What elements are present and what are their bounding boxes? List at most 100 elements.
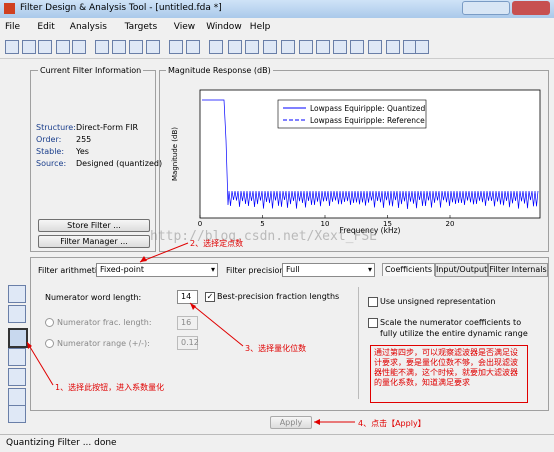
toolbar-button[interactable] bbox=[186, 40, 200, 54]
legend bbox=[277, 99, 427, 129]
minmax-buttons[interactable] bbox=[462, 1, 510, 15]
close-button[interactable] bbox=[512, 1, 550, 15]
x-tick-label: 0 bbox=[198, 220, 202, 228]
response-line bbox=[202, 99, 539, 210]
word-length-input[interactable]: 14 bbox=[177, 290, 198, 304]
toolbar-button[interactable] bbox=[95, 40, 109, 54]
sidebar-button[interactable] bbox=[8, 405, 26, 423]
toolbar-button[interactable] bbox=[5, 40, 19, 54]
toolbar-button[interactable] bbox=[316, 40, 330, 54]
toolbar-button[interactable] bbox=[245, 40, 259, 54]
sidebar-button[interactable] bbox=[8, 328, 28, 348]
toolbar-button[interactable] bbox=[333, 40, 347, 54]
field-label: Stable: bbox=[36, 147, 65, 156]
label: Use unsigned representation bbox=[380, 297, 496, 306]
tab[interactable]: Coefficients bbox=[382, 263, 435, 276]
tab[interactable]: Filter Internals bbox=[488, 263, 548, 277]
label: Numerator word length: bbox=[45, 293, 142, 302]
label: Numerator range (+/-): bbox=[57, 339, 150, 348]
menu-item[interactable]: Targets bbox=[124, 22, 158, 32]
toolbar-button[interactable] bbox=[169, 40, 183, 54]
menu-item[interactable]: File bbox=[5, 22, 21, 32]
toolbar-button[interactable] bbox=[72, 40, 86, 54]
toolbar-button[interactable] bbox=[38, 40, 52, 54]
magnitude-panel bbox=[159, 70, 549, 252]
toolbar-button[interactable] bbox=[112, 40, 126, 54]
sidebar-button[interactable] bbox=[8, 305, 26, 323]
plot: Magnitude (dB) Frequency (kHz) Lowpass E… bbox=[171, 89, 541, 235]
quantization-panel bbox=[30, 257, 549, 411]
status-text: Quantizing Filter ... done bbox=[6, 438, 117, 448]
label: Best-precision fraction lengths bbox=[217, 292, 340, 301]
annotation: 4、点击【Apply】 bbox=[358, 419, 426, 428]
panel-title: Current Filter Information bbox=[38, 66, 144, 75]
precision-dropdown[interactable]: Full ▾ bbox=[282, 263, 375, 277]
store-filter-button[interactable]: Store Filter ... bbox=[38, 219, 150, 232]
divider bbox=[358, 287, 359, 399]
sidebar-button[interactable] bbox=[8, 348, 26, 366]
menu-bar: File Edit Analysis Targets View Window Help bbox=[0, 19, 554, 35]
toolbar-button[interactable] bbox=[129, 40, 143, 54]
x-tick-label: 10 bbox=[321, 220, 330, 228]
filter-manager-button[interactable]: Filter Manager ... bbox=[38, 235, 150, 248]
legend-entry: Lowpass Equiripple: Quantized bbox=[310, 104, 426, 113]
frac-length-input: 16 bbox=[177, 316, 198, 330]
x-label: Frequency (kHz) bbox=[340, 226, 401, 235]
field-value: Designed (quantized) bbox=[76, 159, 163, 168]
label: Filter precision: bbox=[226, 266, 288, 275]
label: Filter arithmetic: bbox=[38, 266, 105, 275]
toolbar-button[interactable] bbox=[386, 40, 400, 54]
status-bar bbox=[0, 434, 554, 452]
toolbar-button[interactable] bbox=[263, 40, 277, 54]
window-title: Filter Design & Analysis Tool - [untitle… bbox=[20, 3, 222, 13]
panel-title: Magnitude Response (dB) bbox=[166, 66, 273, 75]
x-tick-label: 5 bbox=[260, 220, 264, 228]
apply-button[interactable]: Apply bbox=[270, 416, 312, 429]
field-label: Source: bbox=[36, 159, 67, 168]
toolbar-button[interactable] bbox=[350, 40, 364, 54]
checkbox[interactable] bbox=[368, 297, 378, 307]
toolbar-button[interactable] bbox=[299, 40, 313, 54]
menu-item[interactable]: Analysis bbox=[69, 22, 107, 32]
arithmetic-dropdown[interactable]: Fixed-point ▾ bbox=[96, 263, 218, 277]
annotation: 3、选择量化位数 bbox=[245, 344, 307, 353]
toolbar-button[interactable] bbox=[228, 40, 242, 54]
note-box: 通过第四步，可以观察滤波器是否满足设计要求，要是量化位数不够，会出现滤波器性能不… bbox=[370, 345, 528, 403]
toolbar-button[interactable] bbox=[415, 40, 429, 54]
radio[interactable] bbox=[45, 339, 54, 348]
radio[interactable] bbox=[45, 318, 54, 327]
menu-item[interactable]: Edit bbox=[37, 22, 55, 32]
toolbar-button[interactable] bbox=[56, 40, 70, 54]
menu-item[interactable]: View bbox=[173, 22, 196, 32]
app-icon bbox=[4, 3, 15, 14]
menu-item[interactable]: Help bbox=[249, 22, 271, 32]
tab[interactable]: Input/Output bbox=[435, 263, 488, 277]
value: Full bbox=[286, 265, 300, 274]
toolbar-button[interactable] bbox=[146, 40, 160, 54]
range-input: 0.12 bbox=[177, 336, 199, 350]
checkbox[interactable] bbox=[368, 318, 378, 328]
toolbar-button[interactable] bbox=[368, 40, 382, 54]
annotation: 1、选择此按钮，进入系数量化 bbox=[55, 383, 165, 392]
field-value: Yes bbox=[76, 147, 89, 156]
sidebar-button[interactable] bbox=[8, 388, 26, 406]
menu-item[interactable]: Window bbox=[206, 22, 242, 32]
watermark: http://blog.csdn.net/Xext_FSE bbox=[150, 229, 377, 244]
x-tick-label: 20 bbox=[446, 220, 455, 228]
toolbar bbox=[0, 37, 554, 59]
toolbar-button[interactable] bbox=[22, 40, 36, 54]
toolbar-button[interactable] bbox=[209, 40, 223, 54]
toolbar-button[interactable] bbox=[281, 40, 295, 54]
annotation: 2、选择定点数 bbox=[190, 239, 244, 248]
sidebar-button[interactable] bbox=[8, 285, 26, 303]
x-tick-label: 15 bbox=[383, 220, 392, 228]
value: Fixed-point bbox=[100, 265, 145, 274]
arrow-head bbox=[314, 419, 320, 425]
label: Scale the numerator coefficients to full… bbox=[380, 318, 528, 338]
checkbox-checked[interactable]: ✓ bbox=[205, 292, 215, 302]
label: Numerator frac. length: bbox=[57, 318, 152, 327]
field-label: Order: bbox=[36, 135, 62, 144]
y-label: Magnitude (dB) bbox=[171, 127, 179, 181]
sidebar-button[interactable] bbox=[8, 368, 26, 386]
